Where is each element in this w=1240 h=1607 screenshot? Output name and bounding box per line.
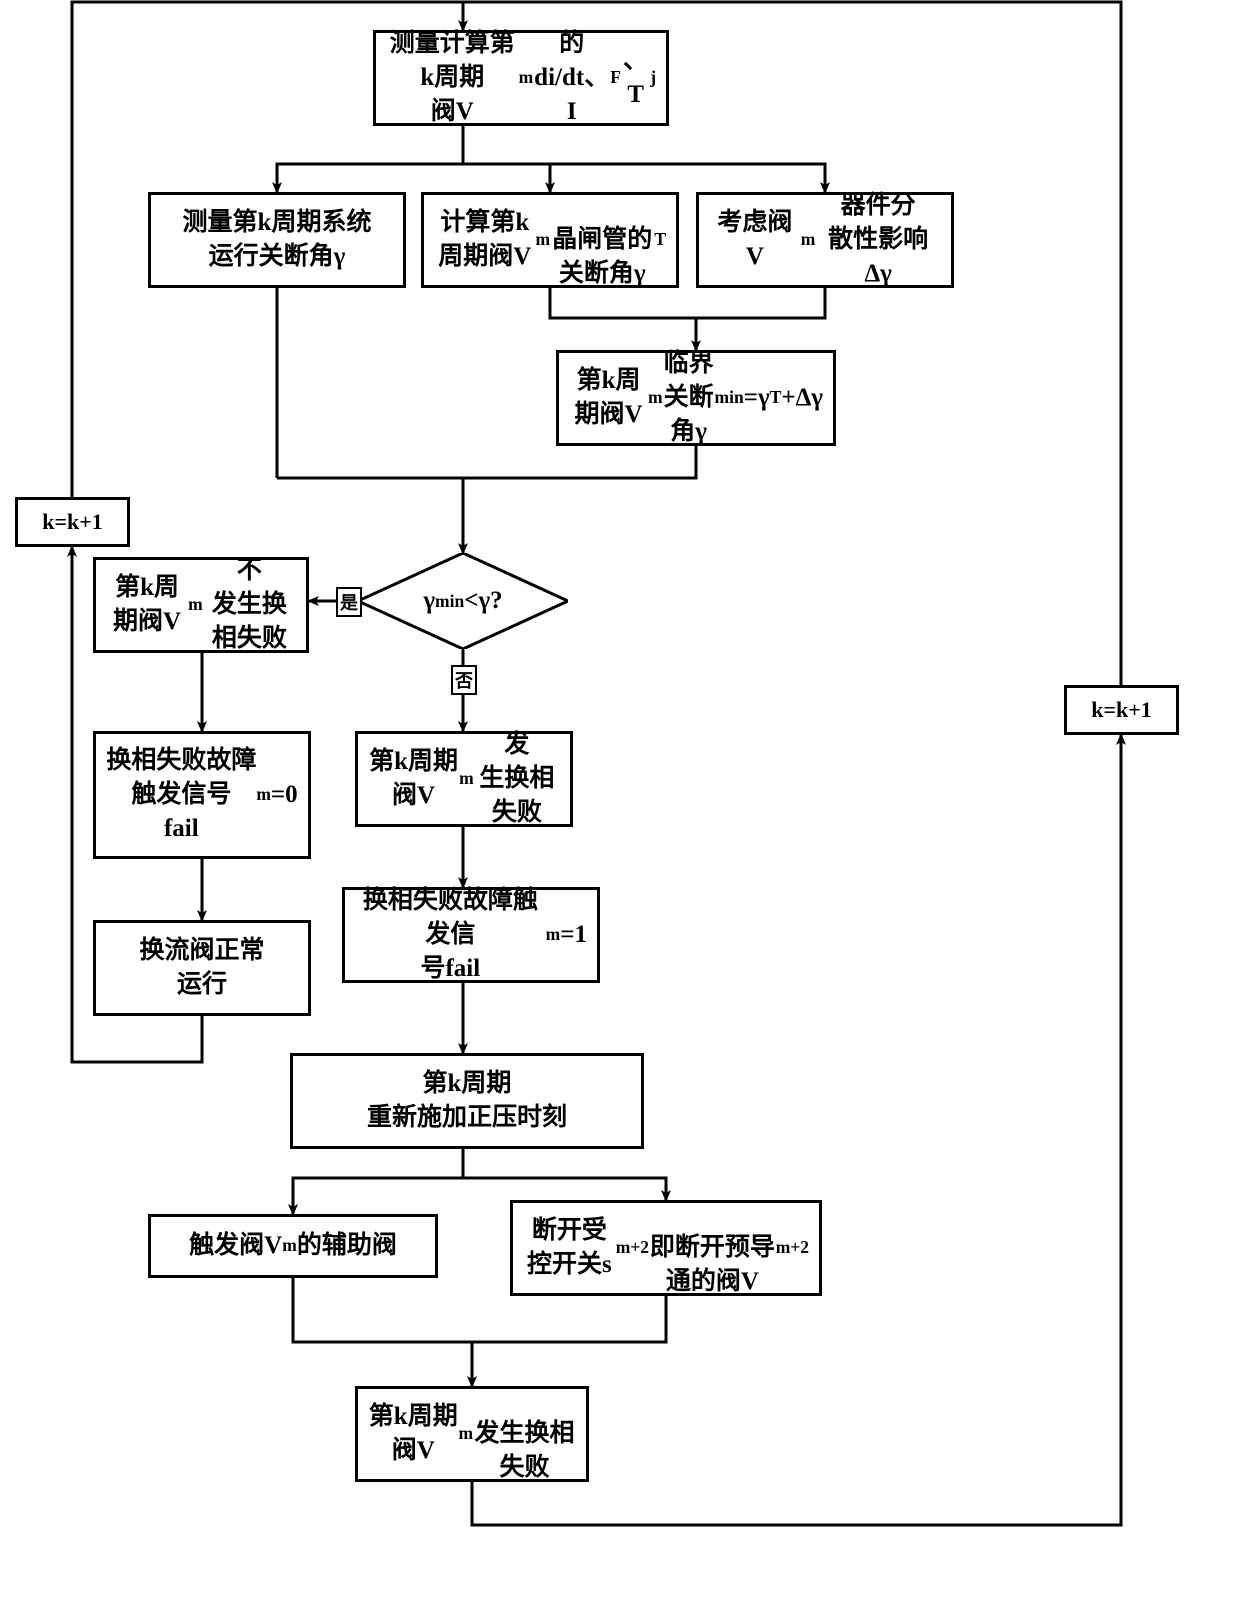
flow-edge [277, 446, 696, 478]
flow-edge [277, 164, 463, 192]
flow-node-n11: 第k周期重新施加正压时刻 [290, 1053, 644, 1149]
flow-node-n9: 第k周期阀Vm发生换相失败 [355, 731, 573, 827]
flow-node-n4: 考虑阀Vm器件分散性影响Δγ [696, 192, 954, 288]
flow-node-kR: k=k+1 [1064, 685, 1179, 735]
flow-node-n14: 第k周期阀Vm发生换相失败 [355, 1386, 589, 1482]
flow-edge [550, 288, 696, 318]
flow-node-n7: 换相失败故障触发信号failm=0 [93, 731, 311, 859]
flow-decision-d1: γmin<γ? [358, 553, 568, 649]
flow-node-kL: k=k+1 [15, 497, 130, 547]
flow-edge [463, 164, 825, 192]
flow-node-n10: 换相失败故障触发信号failm=1 [342, 887, 600, 983]
flow-node-n2: 测量第k周期系统运行关断角γ [148, 192, 406, 288]
flow-node-n12: 触发阀Vm的辅助阀 [148, 1214, 438, 1278]
edge-label-no: 否 [451, 665, 477, 695]
flow-edge [463, 1178, 666, 1200]
flow-edge [696, 288, 825, 318]
flow-node-n6: 第k周期阀Vm不发生换相失败 [93, 557, 309, 653]
flow-node-n5: 第k周期阀Vm临界关断角γmin=γT+Δγ [556, 350, 836, 446]
flow-node-n8: 换流阀正常运行 [93, 920, 311, 1016]
flow-node-n1: 测量计算第k周期阀Vm的di/dt、IF、Tj [373, 30, 669, 126]
flow-node-n13: 断开受控开关sm+2即断开预导通的阀Vm+2 [510, 1200, 822, 1296]
flow-edge [293, 1178, 463, 1214]
flow-node-n3: 计算第k周期阀Vm晶闸管的关断角γT [421, 192, 679, 288]
edge-label-yes: 是 [336, 587, 362, 617]
flow-edge [293, 1278, 472, 1342]
flow-edge [463, 164, 550, 192]
flow-edge [472, 1296, 666, 1342]
